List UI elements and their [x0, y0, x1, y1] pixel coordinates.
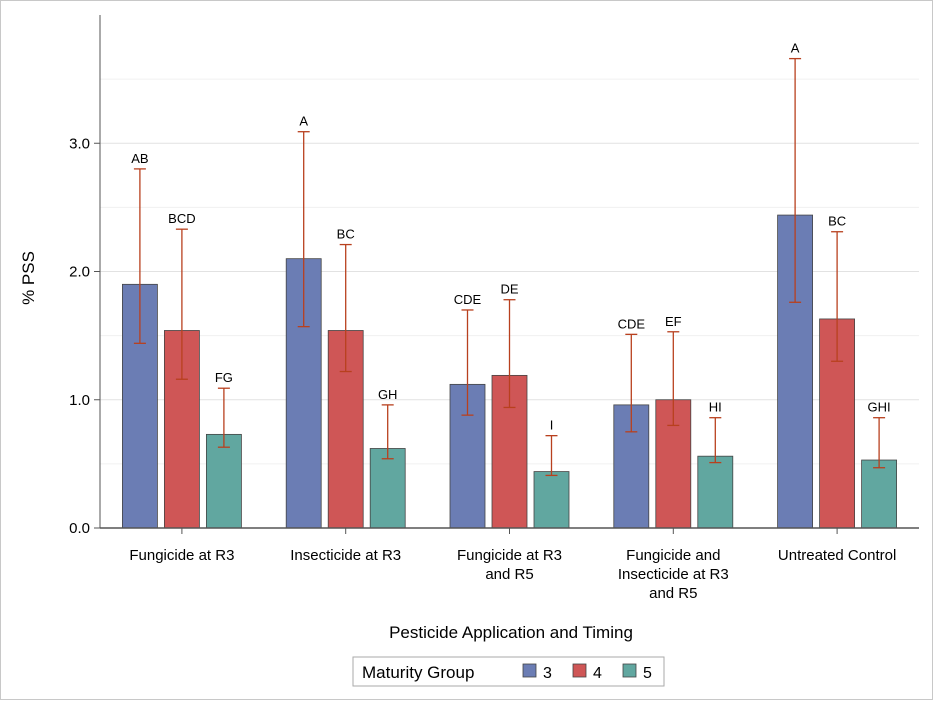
significance-letter: GHI [868, 400, 891, 415]
legend-label: 3 [543, 665, 552, 682]
letters-layer: AB BCD FG A BC GH CDE DE I CDE EF HI A BC GHI [131, 41, 890, 433]
legend-swatch [622, 663, 637, 678]
category-label: Fungicide at R3 and R5 [457, 547, 562, 583]
significance-letter: EF [665, 314, 682, 329]
axes-layer: Fungicide at R3 Insecticide at R3 Fungicid… [69, 15, 919, 602]
y-tick-label: 1.0 [69, 392, 90, 409]
bar [861, 459, 897, 529]
category-label: Insecticide at R3 [290, 547, 401, 564]
category-label-line: and R5 [649, 585, 697, 602]
category-label-line: Fungicide and [626, 547, 720, 564]
y-axis-title: % PSS [19, 251, 38, 305]
bar [449, 383, 486, 529]
significance-letter: CDE [618, 316, 646, 331]
category-label: Fungicide at R3 [129, 547, 234, 564]
category-label-line: Insecticide at R3 [618, 566, 729, 583]
category-label: Fungicide and Insecticide at R3 and R5 [618, 547, 729, 602]
y-tick-label: 3.0 [69, 135, 90, 152]
category-label-line: Fungicide at R3 [129, 547, 234, 564]
legend: Maturity Group 3 4 5 [352, 656, 665, 687]
y-tick-label: 2.0 [69, 264, 90, 281]
error-bars-layer [133, 57, 886, 477]
significance-letter: HI [709, 400, 722, 415]
significance-letter: DE [500, 282, 518, 297]
legend-box [352, 656, 665, 687]
significance-letter: I [550, 418, 554, 433]
legend-items: 3 4 5 [522, 663, 652, 682]
bar [491, 374, 528, 529]
significance-letter: BC [828, 214, 846, 229]
significance-letter: A [791, 41, 800, 56]
significance-letter: CDE [454, 292, 482, 307]
y-tick-label: 0.0 [69, 520, 90, 537]
bar [369, 448, 406, 529]
significance-letter: GH [378, 387, 398, 402]
category-label-line: Untreated Control [778, 547, 896, 564]
legend-swatch [572, 663, 587, 678]
category-label: Untreated Control [778, 547, 896, 564]
legend-label: 4 [593, 665, 602, 682]
category-label-line: Fungicide at R3 [457, 547, 562, 564]
bar [697, 455, 734, 529]
x-axis-title: Pesticide Application and Timing [389, 623, 633, 642]
significance-letter: AB [131, 151, 148, 166]
bar [205, 433, 242, 529]
bar [533, 471, 570, 529]
legend-label: 5 [643, 665, 652, 682]
category-label-line: and R5 [485, 566, 533, 583]
significance-letter: FG [215, 370, 233, 385]
legend-swatch [522, 663, 537, 678]
significance-letter: BC [337, 227, 355, 242]
significance-letter: BCD [168, 211, 195, 226]
significance-letter: A [299, 114, 308, 129]
category-label-line: Insecticide at R3 [290, 547, 401, 564]
legend-title: Maturity Group [362, 663, 474, 682]
